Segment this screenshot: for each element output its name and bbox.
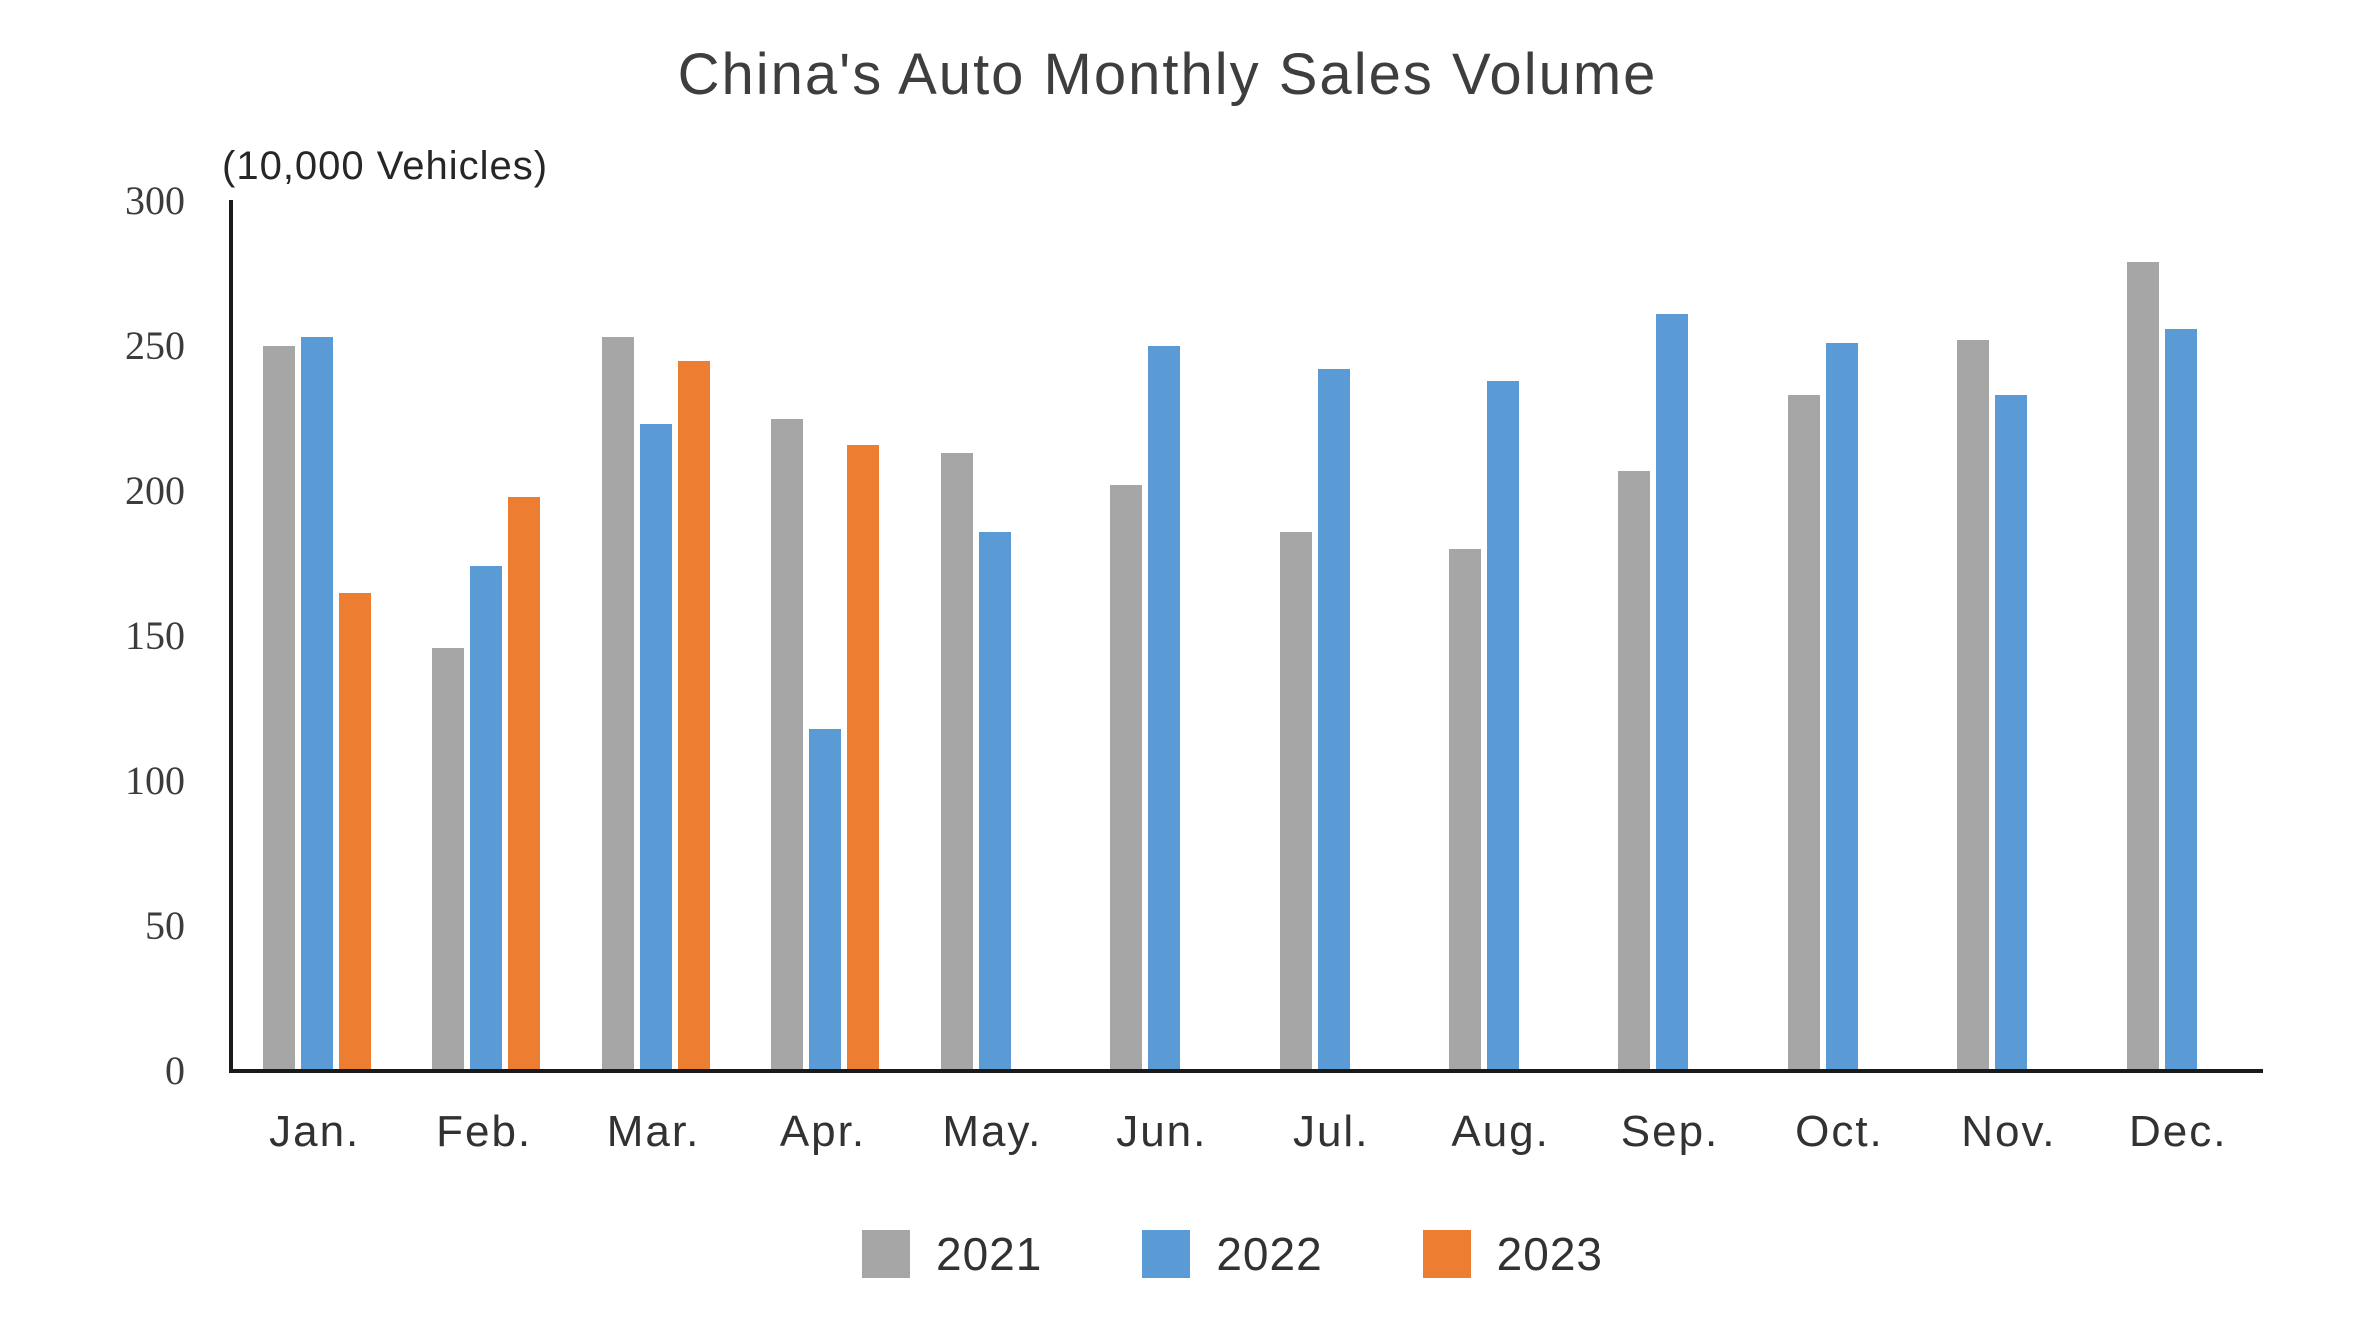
legend-label-2021: 2021	[935, 1228, 1043, 1280]
x-label-mar: Mar.	[606, 1107, 701, 1156]
x-label-feb: Feb.	[436, 1107, 533, 1156]
bar-2022-dec	[2164, 328, 2197, 1071]
bar-2021-may	[940, 453, 973, 1071]
x-label-apr: Apr.	[779, 1107, 867, 1156]
x-label-aug: Aug.	[1451, 1107, 1550, 1156]
bar-2022-oct	[1825, 343, 1858, 1071]
legend-label-2022: 2022	[1216, 1228, 1323, 1280]
legend-swatch-2021	[861, 1230, 910, 1278]
legend-swatch-2022	[1142, 1230, 1191, 1278]
bar-2023-mar	[677, 360, 710, 1071]
x-label-jan: Jan.	[269, 1107, 361, 1156]
y-tick-label-200: 200	[125, 468, 185, 513]
y-axis-line	[229, 200, 233, 1072]
bar-2022-jul	[1317, 369, 1350, 1071]
bar-2022-apr	[809, 728, 842, 1071]
bar-2021-jun	[1110, 485, 1143, 1071]
legend-swatch-2023	[1422, 1230, 1471, 1278]
legend: 2021 2022 2023	[45, 1226, 2375, 1282]
bar-2021-apr	[771, 418, 804, 1071]
bar-2022-feb	[470, 566, 503, 1071]
x-label-sep: Sep.	[1620, 1107, 1720, 1156]
bar-2021-feb	[432, 647, 465, 1071]
bar-2023-feb	[508, 496, 541, 1071]
y-tick-label-50: 50	[145, 903, 185, 948]
x-label-oct: Oct.	[1795, 1107, 1884, 1156]
x-axis-line	[229, 1069, 2263, 1073]
y-axis-unit-label: (10,000 Vehicles)	[222, 144, 549, 188]
y-tick-label-100: 100	[125, 758, 185, 803]
bar-2022-jun	[1148, 346, 1181, 1071]
bar-2021-sep	[1618, 470, 1651, 1071]
chart-title: China's Auto Monthly Sales Volume	[677, 42, 1658, 107]
legend-item-2023: 2023	[1422, 1226, 1604, 1282]
x-label-jul: Jul.	[1292, 1107, 1370, 1156]
bar-2021-mar	[601, 337, 634, 1071]
bar-2021-oct	[1787, 395, 1820, 1071]
bar-2021-jul	[1279, 531, 1312, 1071]
bar-2023-apr	[847, 444, 880, 1071]
bar-2021-dec	[2126, 261, 2159, 1071]
bar-2022-may	[978, 531, 1011, 1071]
bar-2022-nov	[1995, 395, 2028, 1071]
bar-2022-mar	[639, 424, 672, 1071]
legend-label-2023: 2023	[1496, 1228, 1604, 1280]
bar-2022-sep	[1656, 314, 1689, 1071]
y-tick-label-150: 150	[125, 613, 185, 658]
x-label-jun: Jun.	[1116, 1107, 1208, 1156]
y-tick-label-300: 300	[125, 178, 185, 223]
x-label-may: May.	[942, 1107, 1043, 1156]
bar-2021-jan	[263, 346, 295, 1071]
legend-item-2021: 2021	[861, 1226, 1043, 1282]
legend-item-2022: 2022	[1142, 1226, 1322, 1282]
bar-2021-aug	[1448, 549, 1481, 1071]
bar-2022-aug	[1486, 380, 1519, 1071]
y-tick-label-250: 250	[125, 323, 185, 368]
y-tick-label-0: 0	[165, 1048, 185, 1093]
bar-2022-jan	[301, 337, 333, 1071]
x-label-nov: Nov.	[1961, 1107, 2057, 1156]
x-label-dec: Dec.	[2129, 1107, 2228, 1156]
bar-2021-nov	[1957, 340, 1990, 1071]
bar-2023-jan	[339, 592, 371, 1071]
